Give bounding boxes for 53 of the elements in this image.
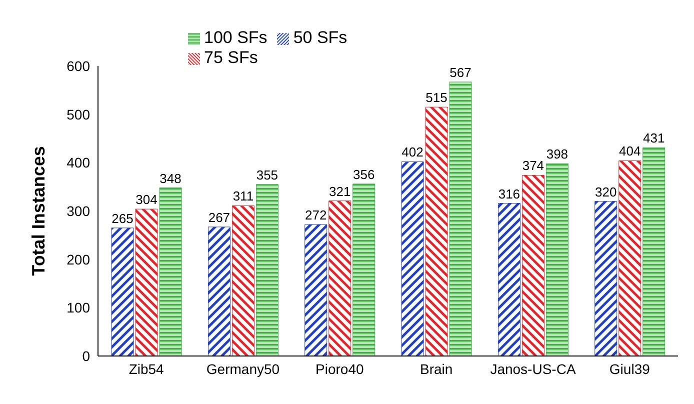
y-tick-label: 400 bbox=[66, 154, 90, 171]
bar bbox=[642, 147, 666, 356]
data-label: 398 bbox=[546, 146, 568, 162]
data-label: 320 bbox=[595, 184, 617, 200]
y-tick-label: 100 bbox=[66, 300, 90, 316]
data-label: 356 bbox=[353, 166, 375, 182]
bar bbox=[618, 160, 642, 356]
bar bbox=[328, 200, 352, 356]
data-label: 321 bbox=[329, 184, 351, 199]
legend-label: 75 SFs bbox=[204, 48, 258, 67]
bar bbox=[256, 184, 278, 356]
y-tick-label: 0 bbox=[82, 348, 90, 364]
data-label: 265 bbox=[112, 210, 134, 226]
data-label: 316 bbox=[498, 186, 520, 202]
bar bbox=[159, 188, 182, 356]
bar bbox=[546, 163, 568, 356]
x-tick-label: Germany50 bbox=[206, 360, 280, 377]
data-label: 304 bbox=[136, 192, 158, 208]
x-tick-label: Janos-US-CA bbox=[490, 360, 576, 377]
data-label: 374 bbox=[522, 158, 544, 174]
x-tick-label: Zib54 bbox=[128, 360, 164, 377]
data-label: 515 bbox=[426, 90, 448, 106]
data-label: 348 bbox=[160, 170, 182, 186]
bar bbox=[111, 228, 134, 356]
bar bbox=[594, 201, 618, 356]
data-label: 567 bbox=[450, 64, 472, 80]
bar bbox=[449, 82, 472, 356]
bar bbox=[232, 205, 254, 356]
y-tick-label: 600 bbox=[66, 58, 90, 74]
y-axis-title: Total Instances bbox=[28, 146, 48, 276]
bar bbox=[425, 106, 448, 356]
legend-label: 100 SFs bbox=[204, 28, 268, 47]
data-label: 311 bbox=[232, 188, 254, 204]
data-label: 355 bbox=[256, 167, 278, 182]
y-tick-label: 500 bbox=[66, 106, 90, 122]
legend-label: 50 SFs bbox=[293, 28, 348, 47]
bar bbox=[304, 224, 328, 356]
bar bbox=[352, 184, 376, 356]
data-label: 431 bbox=[643, 130, 665, 146]
data-label: 404 bbox=[619, 144, 641, 159]
bar bbox=[135, 208, 158, 356]
x-tick-label: Pioro40 bbox=[316, 360, 364, 377]
bar bbox=[522, 174, 544, 356]
data-label: 402 bbox=[402, 144, 424, 160]
data-label: 267 bbox=[208, 210, 230, 225]
data-label: 272 bbox=[305, 208, 327, 223]
bar bbox=[208, 226, 230, 356]
y-tick-label: 300 bbox=[66, 202, 90, 219]
x-tick-label: Brain bbox=[420, 360, 453, 377]
bar bbox=[498, 203, 520, 356]
y-tick-label: 200 bbox=[66, 251, 90, 268]
x-tick-label: Giul39 bbox=[609, 360, 650, 377]
bar bbox=[401, 161, 424, 356]
